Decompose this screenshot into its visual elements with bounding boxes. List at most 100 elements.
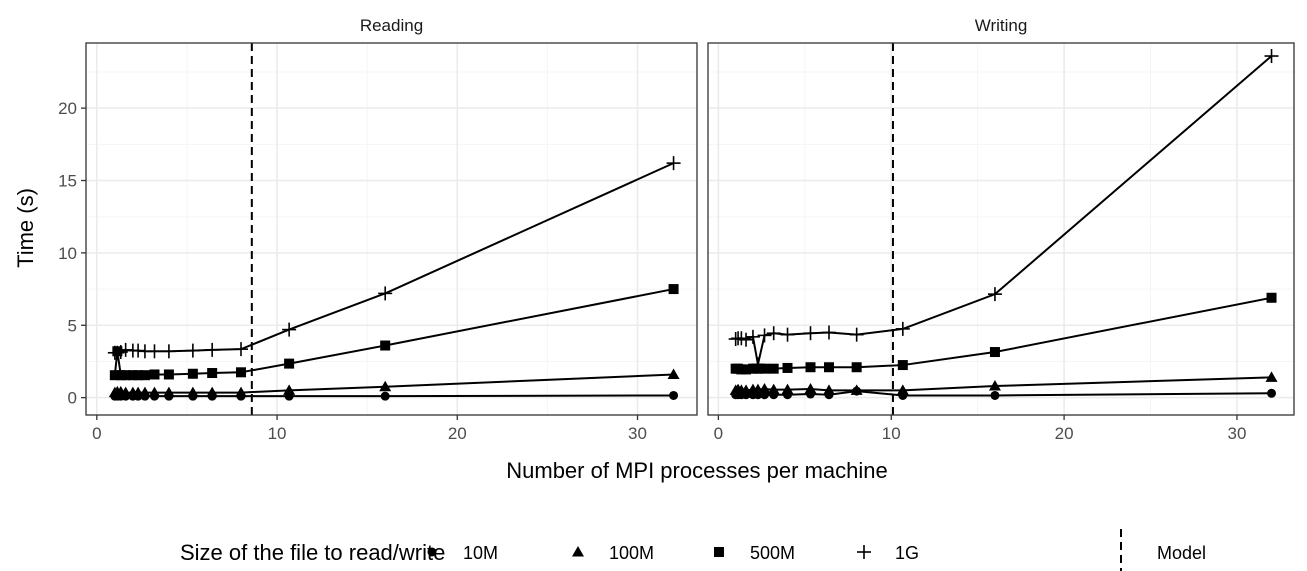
legend-key-100M — [572, 546, 584, 557]
x-tick-label: 0 — [92, 424, 101, 443]
data-point-1G — [766, 326, 781, 341]
legend-key-1G — [857, 545, 871, 559]
data-point-100M — [667, 368, 680, 379]
data-point-1G — [185, 343, 200, 358]
data-point-100M — [1265, 371, 1278, 382]
x-tick-label: 20 — [448, 424, 467, 443]
x-tick-label: 0 — [714, 424, 723, 443]
data-point-10M — [1267, 388, 1277, 398]
data-point-500M — [668, 284, 679, 295]
series-line-100M — [735, 376, 1272, 392]
data-point-1G — [282, 322, 297, 337]
data-point-500M — [989, 347, 1000, 358]
data-point-1G — [234, 342, 249, 357]
legend-items: 10M 100M 500M 1G — [427, 543, 919, 563]
panels-layer: Reading 0 10 20 30 0 5 10 15 20 Writing 0 10 20 30 — [58, 16, 1295, 443]
data-point-100M — [186, 386, 199, 398]
data-point-500M — [768, 363, 779, 374]
data-point-500M — [805, 362, 816, 373]
data-point-500M — [897, 360, 908, 371]
data-point-100M — [138, 386, 151, 398]
data-point-10M — [380, 391, 390, 401]
data-point-500M — [782, 362, 793, 373]
data-point-500M — [133, 370, 144, 381]
data-point-1G — [750, 357, 765, 372]
data-point-500M — [109, 370, 120, 381]
data-point-500M — [120, 370, 131, 381]
y-tick-label: 15 — [58, 172, 77, 191]
data-point-1G — [205, 342, 220, 357]
series-line-1G — [114, 162, 674, 354]
data-point-500M — [851, 362, 862, 373]
legend-key-10M — [427, 547, 437, 557]
data-point-100M — [235, 386, 248, 398]
data-point-100M — [206, 386, 219, 398]
data-point-100M — [896, 384, 909, 395]
data-point-100M — [148, 386, 161, 398]
data-point-500M — [163, 369, 174, 380]
data-point-10M — [669, 390, 679, 400]
panel-title: Reading — [360, 16, 423, 35]
panel-border — [707, 42, 1295, 416]
data-point-500M — [824, 362, 835, 373]
y-tick-label: 10 — [58, 244, 77, 263]
data-point-1G — [739, 332, 754, 347]
data-point-100M — [850, 384, 863, 395]
data-point-1G — [895, 321, 910, 336]
series-line-1G — [735, 55, 1273, 365]
data-point-500M — [747, 363, 758, 374]
y-axis-title: Time (s) — [13, 188, 38, 268]
data-point-100M — [804, 382, 817, 394]
data-point-1G — [849, 327, 864, 342]
legend-label-500M: 500M — [750, 543, 795, 563]
data-point-100M — [781, 383, 794, 395]
legend-key-500M — [714, 547, 724, 557]
data-point-500M — [139, 370, 150, 381]
data-point-500M — [759, 363, 770, 374]
legend-model-label: Model — [1157, 543, 1206, 563]
panel-title: Writing — [975, 16, 1028, 35]
data-point-500M — [380, 340, 391, 351]
data-point-1G — [822, 325, 837, 340]
panel-border — [85, 42, 698, 416]
x-tick-label: 30 — [628, 424, 647, 443]
data-point-1G — [987, 287, 1002, 302]
panel-reading: Reading 0 10 20 30 0 5 10 15 20 — [58, 16, 698, 443]
legend-label-1G: 1G — [895, 543, 919, 563]
data-point-1G — [161, 344, 176, 359]
data-point-500M — [187, 368, 198, 379]
data-point-1G — [803, 326, 818, 341]
y-tick-label: 5 — [68, 316, 77, 335]
data-point-100M — [162, 386, 175, 398]
data-point-1G — [745, 329, 760, 344]
x-tick-label: 20 — [1055, 424, 1074, 443]
data-point-100M — [988, 380, 1001, 391]
panel-writing: Writing 0 10 20 30 — [707, 16, 1295, 443]
y-tick-label: 0 — [68, 389, 77, 408]
legend: Size of the file to read/write 10M 100M 50… — [180, 529, 1206, 571]
series-line-10M — [114, 394, 674, 398]
data-point-1G — [666, 156, 681, 171]
data-point-100M — [767, 383, 780, 395]
data-point-500M — [1266, 292, 1277, 303]
legend-title: Size of the file to read/write — [180, 540, 445, 565]
series-line-500M — [113, 288, 674, 377]
x-tick-label: 10 — [882, 424, 901, 443]
data-point-1G — [1264, 49, 1279, 64]
data-point-100M — [758, 382, 771, 394]
data-point-100M — [823, 384, 836, 395]
legend-label-10M: 10M — [463, 543, 498, 563]
data-point-500M — [284, 358, 295, 369]
x-tick-label: 10 — [268, 424, 287, 443]
data-point-10M — [990, 390, 1000, 400]
data-point-500M — [236, 367, 247, 378]
data-point-1G — [147, 344, 162, 359]
data-point-100M — [379, 380, 392, 392]
x-axis-title: Number of MPI processes per machine — [506, 458, 888, 483]
data-point-1G — [757, 328, 772, 343]
series-line-100M — [114, 373, 674, 394]
data-point-500M — [149, 369, 160, 380]
legend-label-100M: 100M — [609, 543, 654, 563]
data-point-500M — [127, 370, 138, 381]
